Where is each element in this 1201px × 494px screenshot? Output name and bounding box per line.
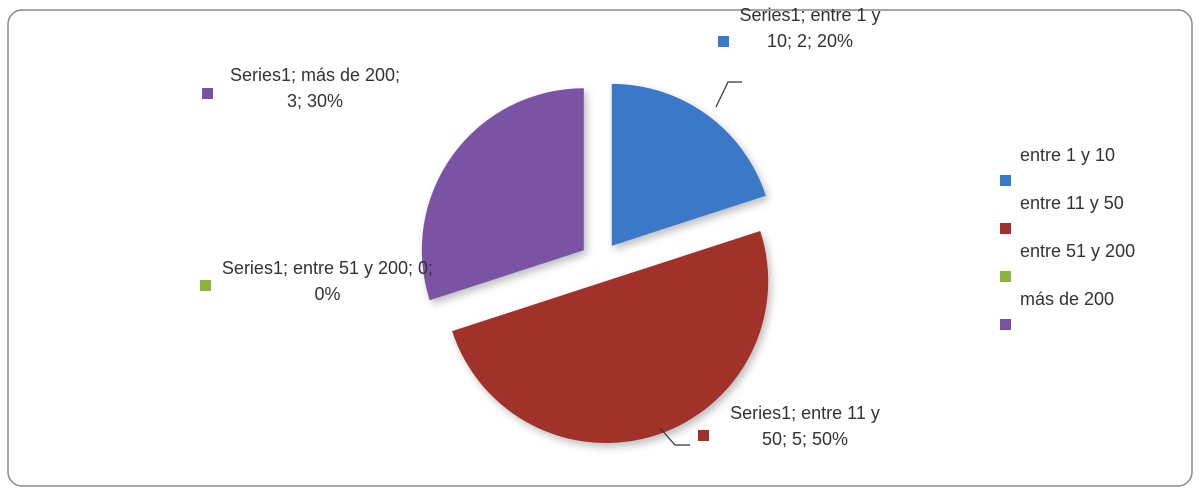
label-marker [202,88,213,99]
pie-slice [426,268,581,319]
pie-slice [421,88,584,301]
legend-label: más de 200 [1020,289,1115,309]
label-marker [698,430,709,441]
legend-marker [1000,271,1011,282]
legend-label: entre 11 y 50 [1020,193,1124,213]
legend-label: entre 51 y 200 [1020,241,1136,261]
leader-line [659,427,690,446]
legend-marker [1000,175,1011,186]
pie-slice [611,83,766,246]
chart-border [7,9,1193,487]
legend-marker [1000,223,1011,234]
legend-marker [1000,319,1011,330]
legend-label: entre 1 y 10 [1020,145,1116,165]
data-label: Series1; entre 1 y 10; 2; 20% [739,5,881,51]
label-marker [718,36,729,47]
pie [421,83,769,444]
pie-slice [452,230,769,444]
leader-line [715,81,742,108]
data-label: Series1; más de 200; 3; 30% [229,65,401,111]
data-label: Series1; entre 11 y 50; 5; 50% [730,403,880,449]
data-label: Series1; entre 51 y 200; 0; 0% [221,258,434,304]
label-marker [200,280,211,291]
